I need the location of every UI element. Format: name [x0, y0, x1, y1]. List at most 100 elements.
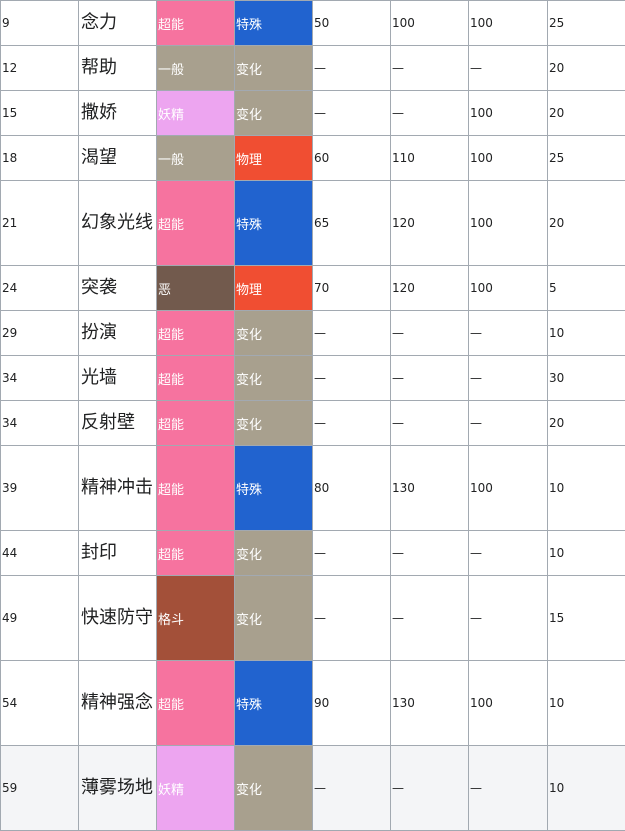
move-name: 幻象光线 — [78, 180, 157, 266]
move-category: 变化 — [234, 90, 313, 136]
move-accuracy: — — [390, 90, 469, 136]
move-name: 撒娇 — [78, 90, 157, 136]
table-row: 18 渴望 一般 物理 60 110 100 25 — [0, 135, 625, 181]
move-category: 变化 — [234, 400, 313, 446]
move-name: 精神强念 — [78, 660, 157, 746]
move-stat: — — [468, 400, 548, 446]
move-accuracy: — — [390, 400, 469, 446]
move-power: — — [312, 45, 391, 91]
move-power: — — [312, 310, 391, 356]
move-stat: 100 — [468, 660, 548, 746]
move-type: 格斗 — [156, 575, 235, 661]
move-type: 超能 — [156, 530, 235, 576]
move-pp: 20 — [547, 400, 625, 446]
move-stat: — — [468, 310, 548, 356]
move-level: 24 — [0, 265, 79, 311]
table-row: 39 精神冲击 超能 特殊 80 130 100 10 — [0, 445, 625, 531]
move-type: 一般 — [156, 45, 235, 91]
move-accuracy: — — [390, 355, 469, 401]
move-level: 21 — [0, 180, 79, 266]
table-row: 12 帮助 一般 变化 — — —20 — [0, 45, 625, 91]
table-row: 44 封印 超能 变化 — — —10 — [0, 530, 625, 576]
move-type: 超能 — [156, 445, 235, 531]
move-stat: 100 — [468, 445, 548, 531]
move-accuracy: 130 — [390, 445, 469, 531]
move-level: 39 — [0, 445, 79, 531]
move-type: 恶 — [156, 265, 235, 311]
move-stat: — — [468, 45, 548, 91]
move-name: 反射壁 — [78, 400, 157, 446]
move-category: 特殊 — [234, 180, 313, 266]
move-power: — — [312, 400, 391, 446]
move-accuracy: — — [390, 575, 469, 661]
move-accuracy: 120 — [390, 180, 469, 266]
move-accuracy: 130 — [390, 660, 469, 746]
move-name: 扮演 — [78, 310, 157, 356]
move-pp: 15 — [547, 575, 625, 661]
move-type: 妖精 — [156, 745, 235, 831]
move-type: 一般 — [156, 135, 235, 181]
move-type: 超能 — [156, 310, 235, 356]
move-stat: 100 — [468, 0, 548, 46]
move-pp: 20 — [547, 90, 625, 136]
move-stat: — — [468, 530, 548, 576]
move-category: 变化 — [234, 530, 313, 576]
move-type: 超能 — [156, 0, 235, 46]
move-name: 帮助 — [78, 45, 157, 91]
move-name: 渴望 — [78, 135, 157, 181]
move-pp: 25 — [547, 0, 625, 46]
move-power: — — [312, 530, 391, 576]
move-name: 突袭 — [78, 265, 157, 311]
move-name: 光墙 — [78, 355, 157, 401]
table-row: 34 反射壁 超能 变化 — — —20 — [0, 400, 625, 446]
move-power: — — [312, 575, 391, 661]
table-row: 9 念力 超能 特殊 50 100 100 25 — [0, 0, 625, 46]
move-pp: 5 — [547, 265, 625, 311]
move-name: 精神冲击 — [78, 445, 157, 531]
move-name: 封印 — [78, 530, 157, 576]
move-power: 90 — [312, 660, 391, 746]
move-power: — — [312, 745, 391, 831]
move-level: 29 — [0, 310, 79, 356]
move-stat: — — [468, 745, 548, 831]
move-category: 物理 — [234, 135, 313, 181]
move-power: 65 — [312, 180, 391, 266]
move-stat: — — [468, 575, 548, 661]
move-level: 59 — [0, 745, 79, 831]
move-power: — — [312, 355, 391, 401]
move-category: 物理 — [234, 265, 313, 311]
move-accuracy: 120 — [390, 265, 469, 311]
table-row: 15 撒娇 妖精 变化 — —100 20 — [0, 90, 625, 136]
move-power: 80 — [312, 445, 391, 531]
move-level: 34 — [0, 400, 79, 446]
move-category: 特殊 — [234, 445, 313, 531]
move-category: 变化 — [234, 310, 313, 356]
move-accuracy: — — [390, 310, 469, 356]
move-level: 15 — [0, 90, 79, 136]
move-type: 妖精 — [156, 90, 235, 136]
move-accuracy: 100 — [390, 0, 469, 46]
move-pp: 20 — [547, 180, 625, 266]
move-accuracy: — — [390, 745, 469, 831]
table-row: 54 精神强念 超能 特殊 90 130 100 10 — [0, 660, 625, 746]
move-pp: 10 — [547, 310, 625, 356]
move-power: 70 — [312, 265, 391, 311]
move-accuracy: — — [390, 530, 469, 576]
move-stat: 100 — [468, 265, 548, 311]
move-accuracy: 110 — [390, 135, 469, 181]
table-row: 29 扮演 超能 变化 — — —10 — [0, 310, 625, 356]
move-power: 50 — [312, 0, 391, 46]
move-pp: 10 — [547, 445, 625, 531]
move-level: 44 — [0, 530, 79, 576]
move-power: 60 — [312, 135, 391, 181]
move-level: 12 — [0, 45, 79, 91]
move-stat: 100 — [468, 180, 548, 266]
move-name: 快速防守 — [78, 575, 157, 661]
move-pp: 10 — [547, 745, 625, 831]
table-row: 24 突袭恶物理 70 120 100 5 — [0, 265, 625, 311]
move-stat: — — [468, 355, 548, 401]
move-pp: 10 — [547, 530, 625, 576]
move-pp: 20 — [547, 45, 625, 91]
move-level: 34 — [0, 355, 79, 401]
